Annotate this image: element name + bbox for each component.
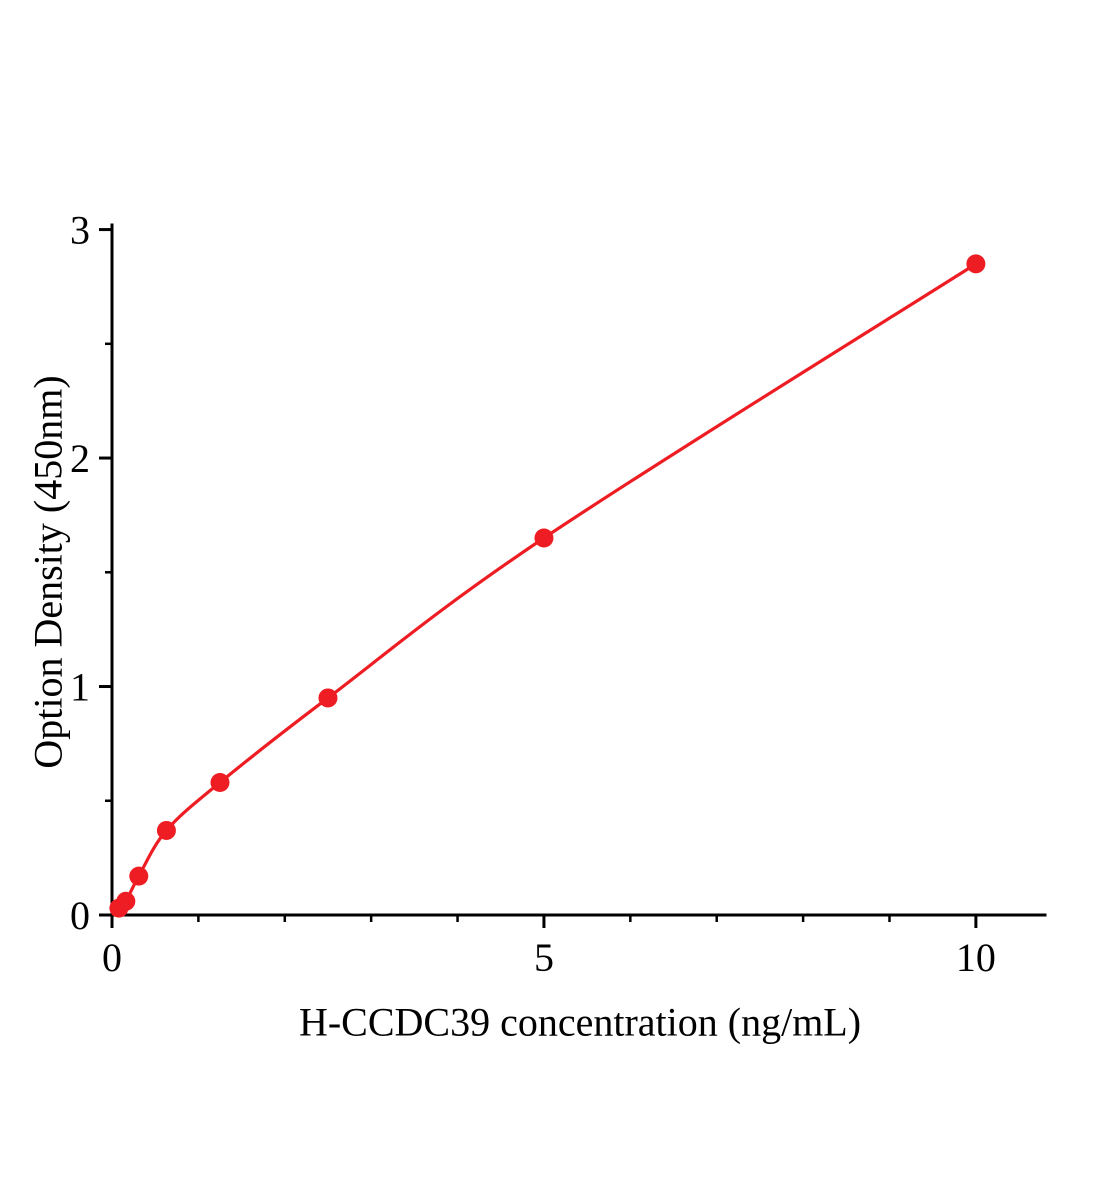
y-tick-label: 3 bbox=[70, 208, 90, 253]
y-axis-title: Option Density (450nm) bbox=[25, 375, 71, 769]
axes-frame bbox=[110, 223, 1047, 917]
y-tick-label: 1 bbox=[70, 665, 90, 710]
data-point-marker bbox=[156, 820, 176, 840]
y-tick-label: 0 bbox=[70, 893, 90, 938]
x-axis-title: H-CCDC39 concentration (ng/mL) bbox=[298, 999, 862, 1045]
x-tick-label: 0 bbox=[102, 935, 122, 980]
data-point-marker bbox=[966, 254, 986, 274]
x-tick-label: 10 bbox=[956, 935, 996, 980]
data-point-marker bbox=[534, 528, 554, 548]
data-point-marker bbox=[210, 772, 230, 792]
fit-curve bbox=[111, 262, 977, 915]
data-point-marker bbox=[116, 891, 136, 911]
y-tick-label: 2 bbox=[70, 436, 90, 481]
data-point-marker bbox=[129, 866, 149, 886]
data-point-marker bbox=[318, 688, 338, 708]
x-tick-label: 5 bbox=[534, 935, 554, 980]
